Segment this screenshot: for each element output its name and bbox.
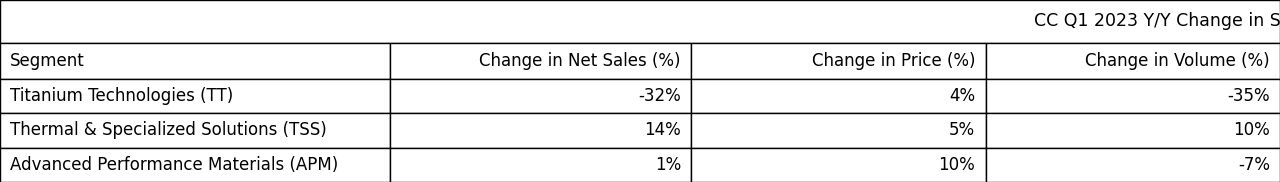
Text: CC Q1 2023 Y/Y Change in Segment Price and Volume: CC Q1 2023 Y/Y Change in Segment Price a… bbox=[1034, 12, 1280, 30]
Bar bbox=[691, 43, 986, 79]
Text: 4%: 4% bbox=[950, 87, 975, 105]
Text: Advanced Performance Materials (APM): Advanced Performance Materials (APM) bbox=[10, 156, 338, 174]
Bar bbox=[0, 0, 1280, 43]
Bar bbox=[0, 148, 390, 182]
Text: 5%: 5% bbox=[950, 122, 975, 139]
Bar bbox=[986, 79, 1280, 113]
Bar bbox=[0, 43, 390, 79]
Bar bbox=[691, 113, 986, 148]
Bar bbox=[691, 148, 986, 182]
Bar bbox=[0, 113, 390, 148]
Text: Change in Volume (%): Change in Volume (%) bbox=[1085, 52, 1270, 70]
Bar bbox=[691, 79, 986, 113]
Text: Change in Price (%): Change in Price (%) bbox=[812, 52, 975, 70]
Text: Change in Net Sales (%): Change in Net Sales (%) bbox=[480, 52, 681, 70]
Bar bbox=[986, 148, 1280, 182]
Text: -32%: -32% bbox=[639, 87, 681, 105]
Text: 1%: 1% bbox=[654, 156, 681, 174]
Text: -7%: -7% bbox=[1238, 156, 1270, 174]
Bar bbox=[390, 113, 691, 148]
Text: 14%: 14% bbox=[644, 122, 681, 139]
Bar bbox=[390, 79, 691, 113]
Bar bbox=[986, 113, 1280, 148]
Bar bbox=[390, 148, 691, 182]
Text: Titanium Technologies (TT): Titanium Technologies (TT) bbox=[10, 87, 233, 105]
Bar bbox=[986, 43, 1280, 79]
Bar bbox=[390, 43, 691, 79]
Text: Thermal & Specialized Solutions (TSS): Thermal & Specialized Solutions (TSS) bbox=[10, 122, 326, 139]
Bar bbox=[0, 79, 390, 113]
Text: Segment: Segment bbox=[10, 52, 84, 70]
Text: 10%: 10% bbox=[1233, 122, 1270, 139]
Text: 10%: 10% bbox=[938, 156, 975, 174]
Text: -35%: -35% bbox=[1228, 87, 1270, 105]
